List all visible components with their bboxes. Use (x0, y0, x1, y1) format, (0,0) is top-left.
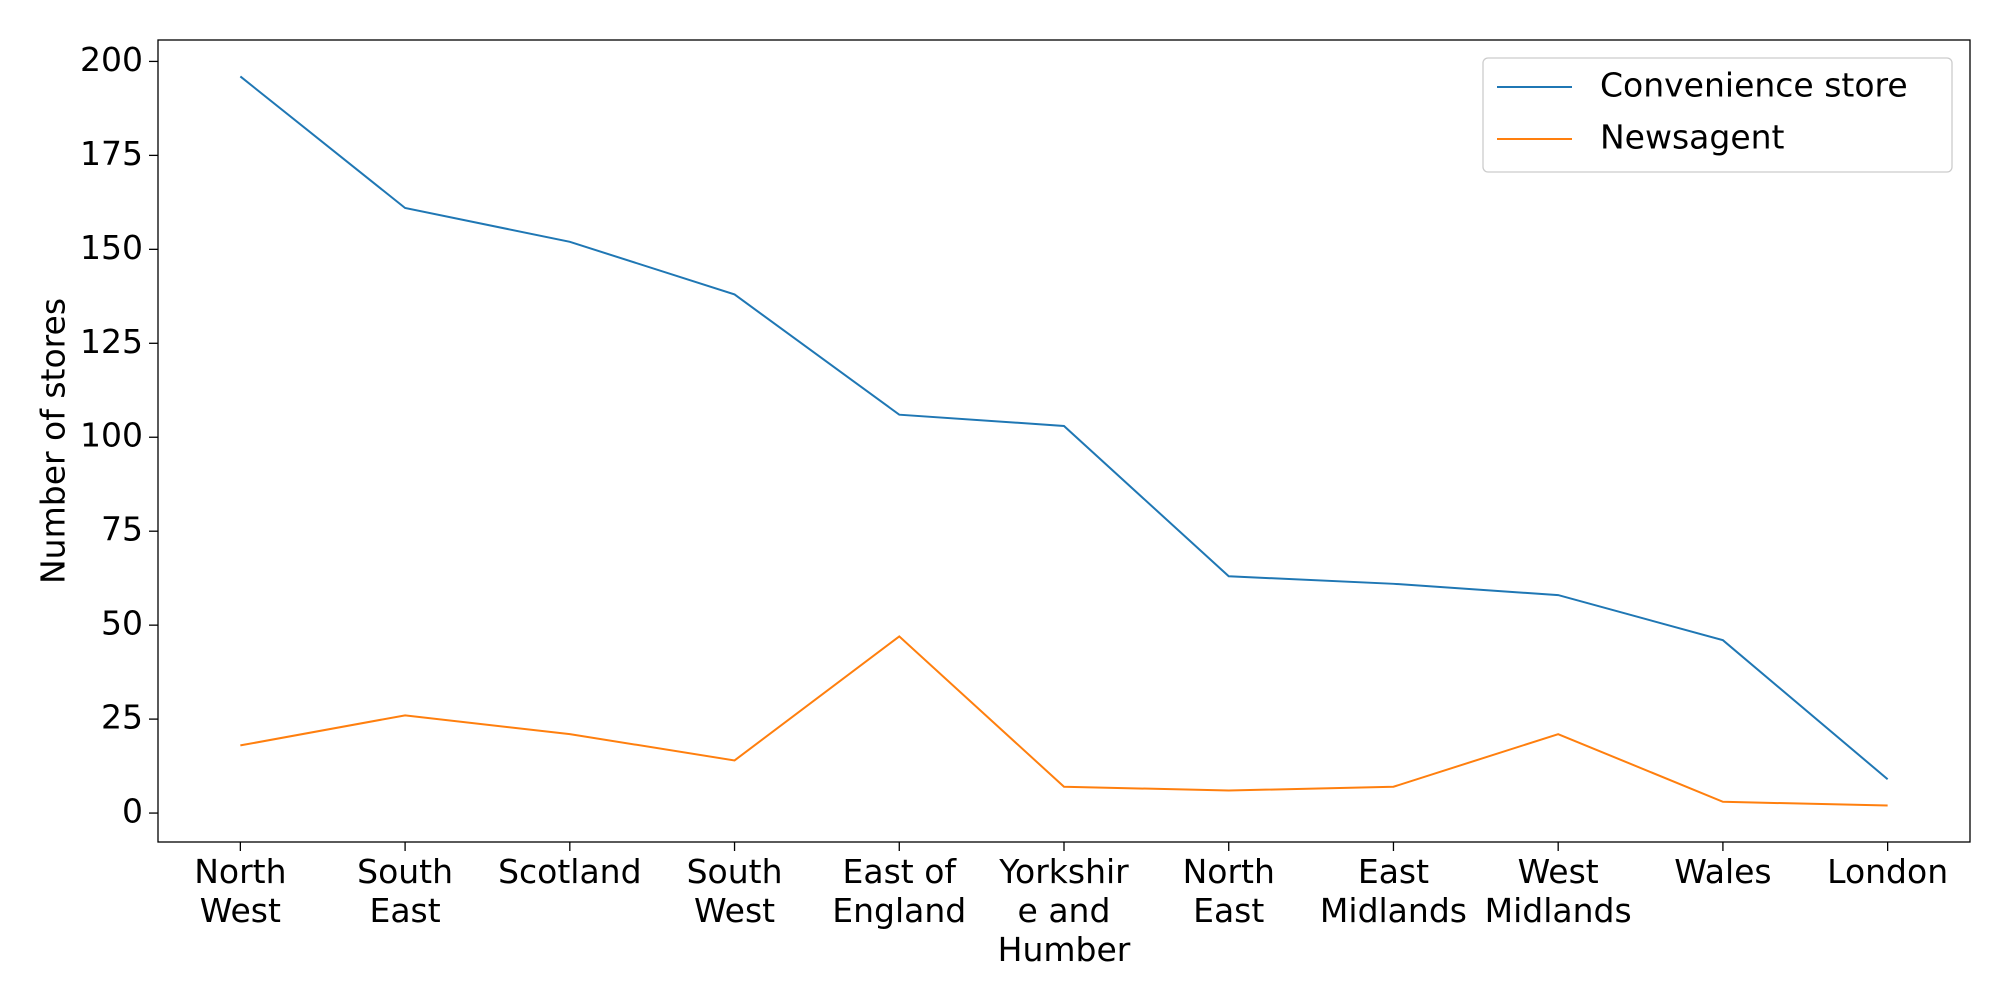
x-tick-label: South East (357, 852, 454, 930)
legend-label: Newsagent (1600, 118, 1785, 157)
y-tick-label: 0 (122, 792, 143, 831)
x-tick-label: Wales (1674, 852, 1772, 891)
x-tick-label: North East (1182, 852, 1275, 930)
x-tick-label: Scotland (498, 852, 642, 891)
x-tick-label: North West (194, 852, 287, 930)
y-tick-label: 25 (101, 698, 143, 737)
series-line (239, 75, 1889, 781)
y-tick-label: 75 (101, 510, 143, 549)
x-tick-label: East of England (832, 852, 967, 930)
legend-box (1482, 57, 1953, 173)
x-tick-label: South West (686, 852, 783, 930)
x-tick-label: London (1827, 852, 1949, 891)
plot-frame (157, 39, 1971, 843)
legend-label: Convenience store (1600, 66, 1908, 105)
y-tick-label: 150 (80, 228, 143, 267)
x-tick-label: West Midlands (1484, 852, 1632, 930)
y-tick-label: 175 (80, 134, 143, 173)
y-tick-label: 100 (80, 416, 143, 455)
y-tick-label: 50 (101, 604, 143, 643)
series-line (240, 635, 1888, 807)
y-tick-label: 200 (80, 40, 143, 79)
y-tick-label: 125 (80, 322, 143, 361)
x-tick-label: East Midlands (1319, 852, 1467, 930)
x-tick-label: Yorkshir e and Humber (997, 852, 1131, 969)
y-axis-label: Number of stores (34, 298, 73, 584)
